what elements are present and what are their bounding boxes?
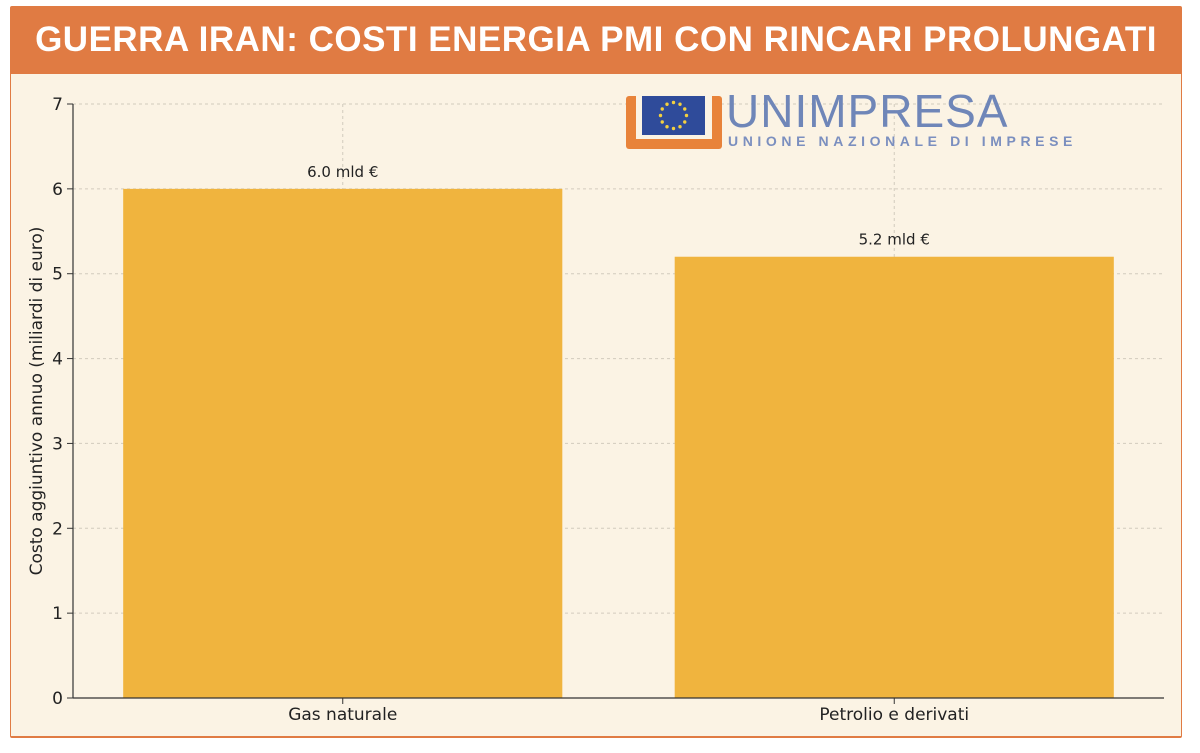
- y-tick-label: 0: [52, 689, 63, 709]
- eu-star: [671, 100, 676, 105]
- eu-stars-icon: [658, 100, 689, 131]
- eu-star: [683, 107, 687, 111]
- data-label: 6.0 mld €: [307, 163, 378, 181]
- eu-star: [678, 102, 682, 106]
- bars: [123, 188, 1114, 698]
- y-axis-title: Costo aggiuntivo annuo (miliardi di euro…: [27, 227, 47, 576]
- x-tick-label: Petrolio e derivati: [819, 705, 969, 725]
- y-tick-label: 3: [52, 434, 63, 454]
- eu-star: [658, 113, 663, 118]
- y-tick-label: 5: [52, 265, 63, 285]
- eu-star: [671, 126, 676, 131]
- x-tick-labels: Gas naturale Petrolio e derivati: [288, 698, 969, 725]
- eu-star: [660, 107, 664, 111]
- bar: [674, 256, 1114, 698]
- unimpresa-logo: UNIMPRESA UNIONE NAZIONALE DI IMPRESE: [626, 85, 1077, 149]
- y-tick-labels: 0 1 2 3 4 5 6 7: [52, 95, 73, 709]
- data-labels: 6.0 mld € 5.2 mld €: [307, 163, 930, 249]
- eu-star: [660, 120, 664, 124]
- y-tick-label: 6: [52, 180, 63, 200]
- logo-name: UNIMPRESA: [726, 85, 1008, 137]
- eu-star: [665, 102, 669, 106]
- y-tick-label: 2: [52, 519, 63, 539]
- chart-title: GUERRA IRAN: COSTI ENERGIA PMI CON RINCA…: [35, 20, 1157, 59]
- bar: [123, 188, 563, 698]
- eu-star: [684, 113, 689, 118]
- y-tick-label: 4: [52, 350, 63, 370]
- logo-tagline: UNIONE NAZIONALE DI IMPRESE: [728, 133, 1077, 149]
- eu-star: [678, 125, 682, 129]
- y-tick-label: 1: [52, 604, 63, 624]
- axes: [72, 104, 1164, 699]
- eu-star: [665, 125, 669, 129]
- y-tick-label: 7: [52, 95, 63, 115]
- data-label: 5.2 mld €: [859, 231, 930, 249]
- x-tick-label: Gas naturale: [288, 705, 397, 725]
- eu-star: [683, 120, 687, 124]
